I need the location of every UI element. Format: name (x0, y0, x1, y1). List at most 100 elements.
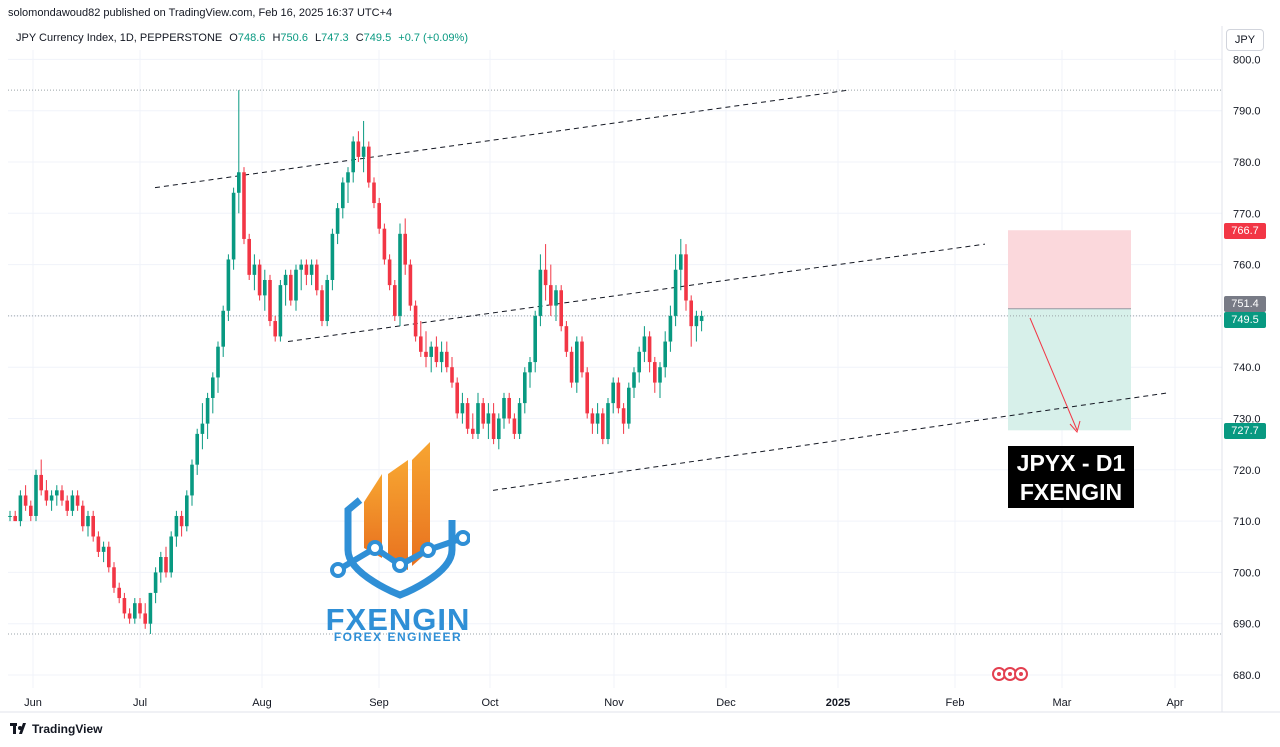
candle (86, 510, 90, 537)
replay-icon[interactable] (992, 667, 1028, 681)
forecast-arrow (1029, 317, 1078, 431)
candle (538, 254, 543, 327)
x-tick-label: Feb (946, 697, 965, 709)
candle (200, 403, 205, 450)
candle (642, 326, 647, 363)
candle (429, 341, 433, 373)
candle (216, 341, 220, 393)
candle (226, 254, 231, 322)
candle (523, 367, 527, 414)
last-price-tag: 749.5 (1224, 312, 1266, 328)
candle (679, 238, 683, 291)
candle (169, 531, 173, 578)
candle (18, 490, 23, 527)
candle (559, 285, 563, 332)
candle (268, 274, 272, 327)
y-tick-label: 700.0 (1233, 567, 1261, 579)
change-value: +0.7 (+0.09%) (398, 32, 468, 44)
candle (8, 510, 12, 522)
candle (29, 500, 33, 522)
candle (637, 346, 641, 383)
candle (621, 403, 626, 434)
candle (211, 372, 215, 414)
candle (647, 331, 652, 373)
stop-loss-zone[interactable] (1008, 230, 1131, 309)
candle (611, 377, 615, 414)
candle (419, 321, 423, 357)
candle (273, 315, 277, 342)
stop-price-tag: 766.7 (1224, 223, 1266, 239)
high-value: 750.6 (280, 32, 308, 44)
candle (221, 305, 225, 357)
candle (356, 131, 361, 162)
candle (205, 392, 210, 440)
candle (65, 495, 69, 516)
candle (684, 244, 688, 311)
y-tick-label: 720.0 (1233, 465, 1261, 477)
symbol-name: JPY Currency Index, 1D, PEPPERSTONE (16, 32, 223, 44)
candle (497, 413, 501, 450)
close-value: 749.5 (363, 32, 392, 44)
candle (450, 356, 454, 388)
low-label: L (315, 32, 322, 44)
candle (143, 603, 147, 629)
candle (361, 120, 366, 173)
candle (44, 480, 49, 506)
candle (434, 336, 439, 368)
candle (554, 285, 558, 322)
fxengin-logo-icon (330, 442, 470, 599)
candle (460, 392, 465, 424)
take-profit-zone[interactable] (1008, 308, 1131, 431)
candle (304, 259, 309, 286)
candle (465, 397, 470, 434)
upper-channel-line[interactable] (154, 89, 849, 189)
candle (549, 264, 553, 316)
close-label: C (355, 32, 364, 44)
candle (107, 541, 111, 573)
y-tick-label: 780.0 (1233, 157, 1261, 169)
candle (112, 562, 116, 593)
candle (517, 397, 522, 440)
candle (585, 367, 589, 419)
candle (653, 356, 657, 393)
candle (528, 356, 532, 388)
middle-channel-line[interactable] (287, 243, 986, 343)
x-tick-label: Apr (1166, 697, 1183, 709)
candle (569, 346, 574, 388)
pair-timeframe-label: JPYX - D1 FXENGIN (1008, 446, 1134, 508)
candle (138, 598, 142, 619)
candle (377, 197, 381, 234)
candle (195, 428, 199, 475)
published-header: solomondawoud82 published on TradingView… (8, 7, 393, 19)
currency-button[interactable]: JPY (1226, 29, 1264, 51)
candle (616, 377, 621, 414)
x-tick-label: Jun (24, 697, 42, 709)
candle (471, 413, 475, 440)
candle (34, 469, 38, 522)
x-tick-label: Dec (716, 697, 736, 709)
candle (91, 510, 95, 542)
open-value: 748.6 (237, 32, 266, 44)
candle (153, 567, 158, 604)
lower-channel-line[interactable] (492, 392, 1169, 491)
candle (315, 259, 319, 296)
entry-price-tag: 751.4 (1224, 296, 1266, 312)
candle (543, 244, 548, 301)
candle (81, 500, 85, 532)
candle (382, 223, 387, 265)
candle (330, 228, 335, 291)
candle (445, 341, 449, 373)
candle (673, 254, 678, 327)
candle (575, 336, 579, 393)
candle (367, 141, 371, 188)
y-tick-label: 740.0 (1233, 362, 1261, 374)
candle (237, 90, 241, 214)
candle (96, 531, 101, 558)
candle (502, 392, 506, 429)
tradingview-footer[interactable]: TradingView (10, 722, 102, 736)
y-tick-label: 710.0 (1233, 516, 1261, 528)
y-tick-label: 680.0 (1233, 670, 1261, 682)
candle (289, 269, 293, 306)
candle (122, 592, 127, 619)
